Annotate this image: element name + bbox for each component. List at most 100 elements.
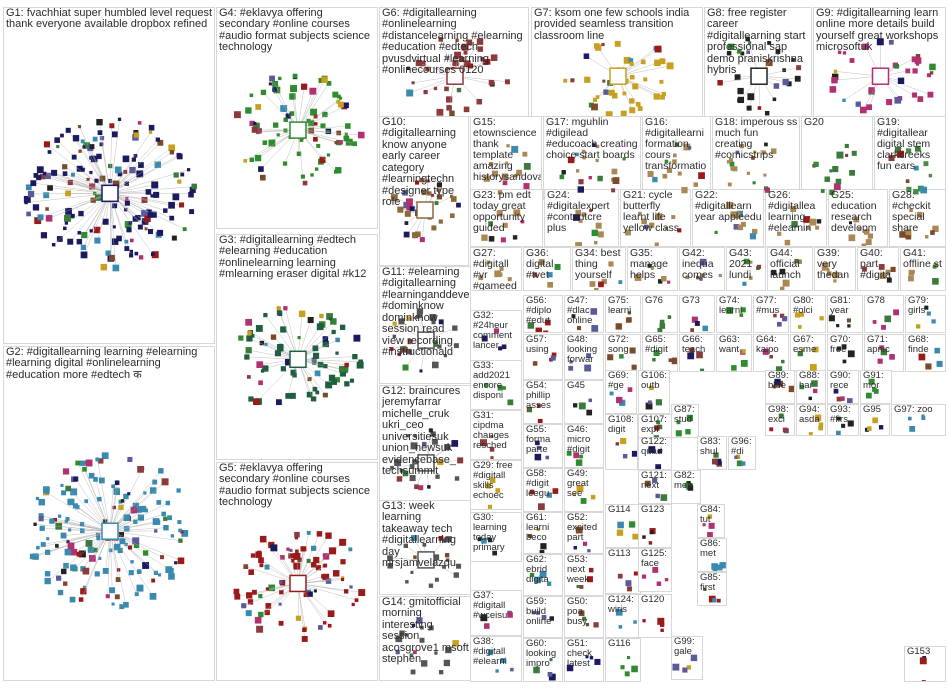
node	[638, 211, 642, 216]
node	[622, 453, 628, 459]
group-g75: G75: learni	[605, 295, 641, 333]
group-g106: G106: outb	[638, 370, 670, 414]
group-g71-nodes	[877, 345, 895, 364]
group-label: G1: fvachhiat super humbled level reques…	[6, 7, 215, 31]
node	[571, 314, 576, 319]
node	[837, 50, 842, 55]
group-g23: G23: pm edt today great opportunity guid…	[470, 189, 543, 247]
node	[120, 499, 125, 503]
node	[619, 354, 624, 359]
node	[428, 583, 434, 588]
node	[690, 654, 698, 662]
node	[879, 272, 887, 279]
node	[250, 334, 255, 338]
group-g114-nodes	[616, 521, 639, 540]
node	[387, 555, 393, 562]
group-label: G52: excited part	[567, 512, 600, 543]
group-label: G28: #checkit special share	[892, 189, 934, 234]
node	[432, 438, 438, 445]
node	[247, 599, 254, 605]
node	[573, 546, 577, 550]
node	[929, 71, 934, 75]
group-g5-nodes	[233, 530, 366, 642]
node	[427, 191, 432, 196]
node	[83, 142, 90, 149]
node	[548, 673, 556, 681]
node	[788, 385, 794, 393]
group-g108: G108: digit	[605, 414, 638, 470]
node	[153, 191, 160, 198]
node	[151, 251, 159, 259]
node	[848, 234, 856, 242]
node	[284, 358, 292, 366]
node	[65, 207, 72, 215]
node	[686, 665, 692, 670]
node	[757, 264, 762, 269]
node	[64, 519, 68, 524]
node	[763, 173, 767, 177]
node	[932, 264, 937, 269]
node	[655, 493, 660, 499]
group-g87-nodes	[675, 414, 693, 437]
group-g8: G8: free register career #digitallearnin…	[704, 7, 812, 117]
node	[536, 611, 540, 615]
node	[95, 457, 100, 462]
node	[39, 525, 45, 531]
node	[35, 496, 40, 501]
group-g11-nodes	[389, 308, 459, 373]
node	[890, 266, 896, 272]
node	[245, 318, 253, 326]
node	[278, 620, 284, 626]
node	[803, 216, 811, 223]
group-label: G65: #digit	[645, 334, 669, 355]
node	[327, 623, 332, 628]
node	[62, 171, 68, 176]
node	[168, 144, 175, 152]
node	[142, 550, 149, 556]
node	[107, 178, 113, 184]
node	[425, 66, 430, 72]
node	[93, 477, 98, 482]
node	[653, 350, 660, 357]
group-g37: G37: #digitall #wceisu	[470, 590, 522, 636]
node	[71, 154, 77, 160]
node	[657, 617, 665, 625]
node	[851, 150, 857, 156]
group-g87: G87: stud	[671, 404, 699, 438]
node	[265, 603, 272, 609]
node	[84, 499, 89, 504]
node	[461, 43, 469, 51]
node	[313, 556, 320, 564]
group-g68: G68: finde	[905, 334, 946, 372]
node	[163, 516, 168, 521]
edge	[99, 132, 111, 194]
node	[573, 403, 578, 408]
node	[523, 183, 530, 190]
edge	[109, 193, 172, 219]
edge	[109, 531, 154, 597]
node	[432, 361, 439, 369]
node	[262, 365, 269, 372]
group-label: G24: #digitalexpert #contentcre plus	[547, 189, 613, 234]
node	[76, 165, 83, 172]
node	[285, 393, 291, 399]
node	[435, 474, 440, 479]
node	[872, 417, 879, 424]
group-g86: G86: met	[697, 538, 727, 572]
node	[289, 93, 296, 100]
group-label: G83: shul	[700, 436, 724, 457]
group-label: G73	[682, 295, 700, 306]
node	[913, 165, 919, 171]
node	[303, 592, 309, 598]
group-label: G48: looking forwar	[567, 334, 600, 365]
node	[781, 359, 785, 364]
node	[794, 259, 799, 264]
node	[635, 101, 641, 107]
node	[141, 210, 148, 217]
node	[410, 669, 416, 675]
node	[504, 79, 510, 85]
group-g73-nodes	[690, 316, 708, 332]
group-g62: G62: ebrid digita	[523, 554, 563, 596]
group-label: G21: cycle butterfly learnt life yellow …	[623, 189, 680, 234]
group-g48: G48: looking forwar	[564, 334, 604, 380]
